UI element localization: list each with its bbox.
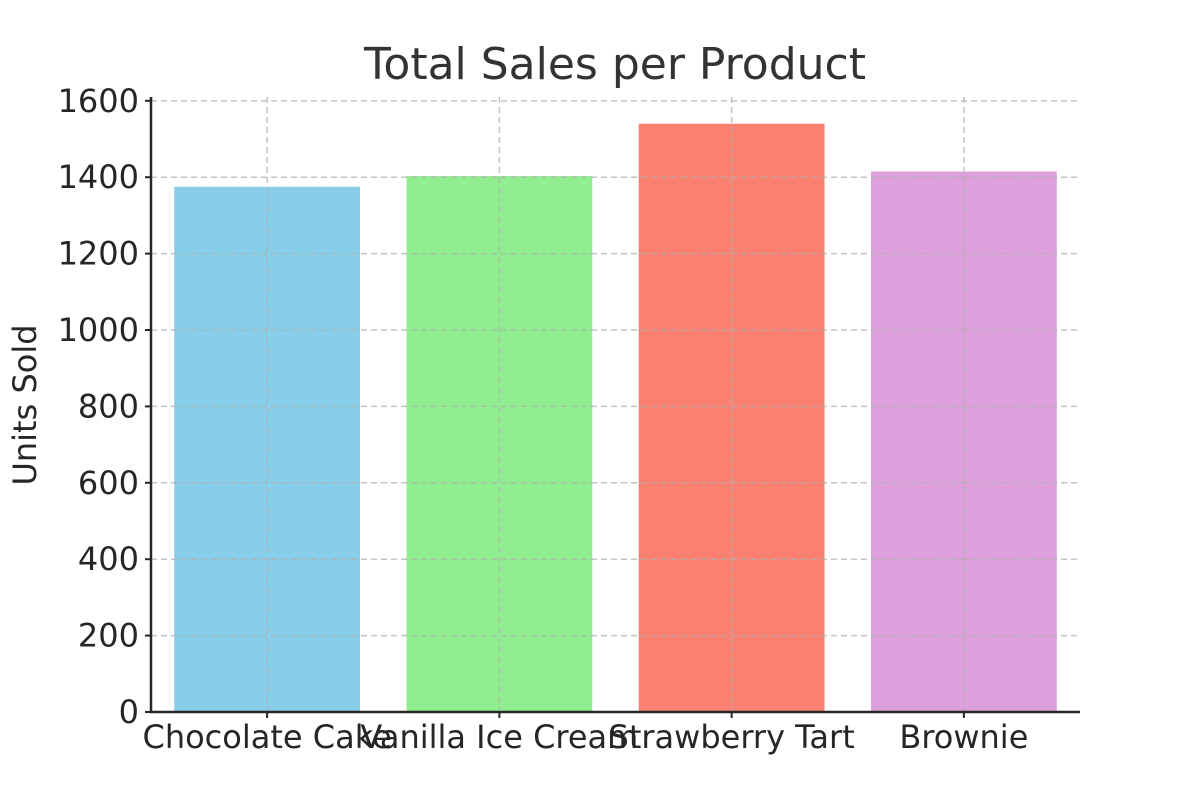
y-tick-label: 200 [78, 617, 139, 655]
y-tick-label: 1400 [58, 158, 139, 196]
chart-title: Total Sales per Product [363, 39, 866, 90]
y-tick-label: 0 [119, 693, 139, 731]
x-tick-label: Vanilla Ice Cream [360, 718, 638, 756]
y-tick-label: 1600 [58, 82, 139, 120]
y-tick-label: 1000 [58, 311, 139, 349]
grid [151, 97, 1080, 712]
y-tick-label: 400 [78, 540, 139, 578]
y-tick-label: 1200 [58, 235, 139, 273]
x-tick-label: Strawberry Tart [609, 718, 855, 756]
x-tick-label: Brownie [899, 718, 1028, 756]
y-tick-label: 600 [78, 464, 139, 502]
y-axis-label: Units Sold [6, 324, 44, 485]
axes [149, 97, 1080, 714]
bars [174, 123, 1057, 713]
y-tick-label: 800 [78, 387, 139, 425]
ticks: 0 200 400 600 800 1000 1200 1400 1600 Chocolate C… [58, 82, 1029, 756]
x-tick-label: Chocolate Cake [142, 718, 391, 756]
